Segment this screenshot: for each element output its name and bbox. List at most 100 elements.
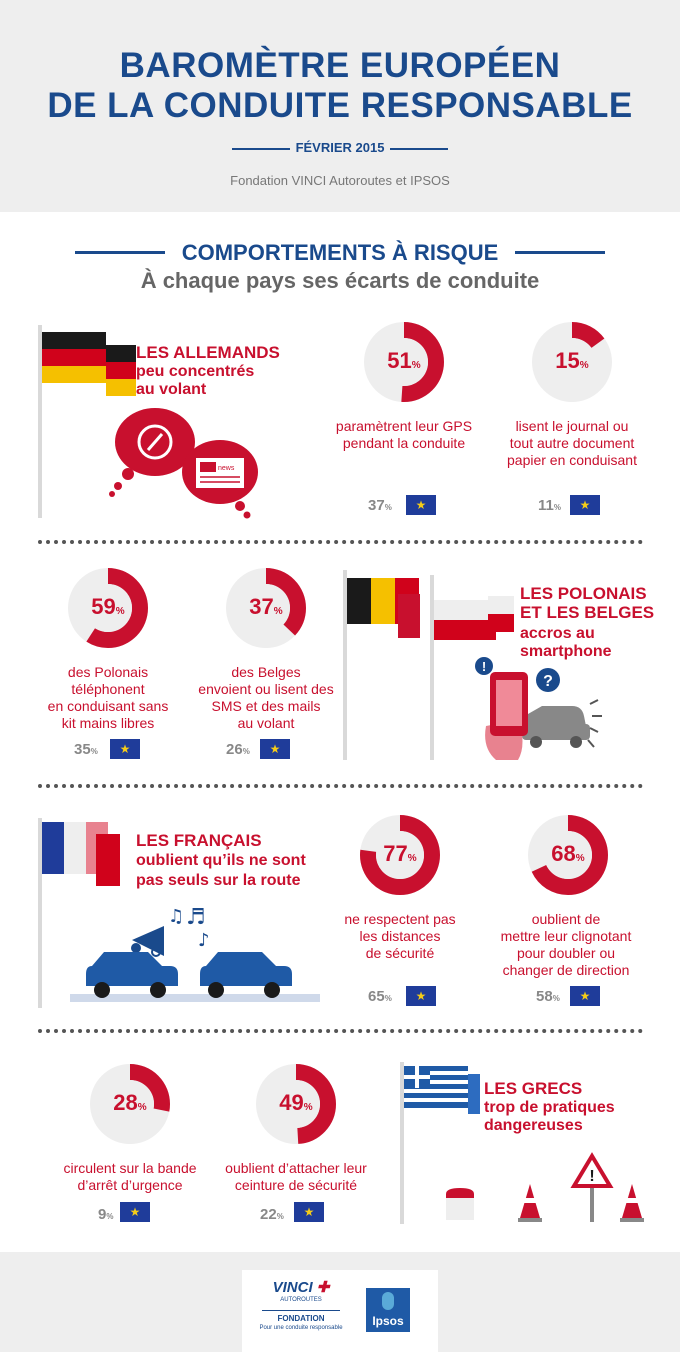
music-note-icon: ♫ — [168, 906, 184, 927]
eu-average: 58% — [536, 988, 560, 1005]
stat-percent: 51% — [387, 348, 421, 373]
ring-arc — [226, 568, 306, 648]
germany-sub2: au volant — [136, 381, 207, 398]
stat-description: oublient d’attacher leur ceinture de sécu… — [225, 1160, 367, 1193]
stat-description: lisent le journal ou tout autre document p… — [507, 418, 637, 468]
ring-center — [380, 338, 428, 386]
flag-pole — [38, 325, 42, 518]
section-divider — [38, 540, 643, 544]
svg-text:!: ! — [482, 659, 486, 674]
flag-pole — [430, 575, 434, 760]
ring-arc — [528, 815, 608, 895]
stat-ring: 59% — [68, 568, 148, 648]
eu-flag-icon: ★ — [570, 495, 600, 515]
france-flag-white — [64, 822, 86, 874]
germany-flag-black — [42, 332, 106, 349]
france-headline: LES FRANÇAIS — [136, 831, 262, 850]
title-line2: DE LA CONDUITE RESPONSABLE — [47, 86, 633, 125]
eu-average: 9% — [98, 1206, 114, 1223]
ring-arc — [90, 1064, 170, 1144]
eu-average: 37% — [368, 497, 392, 514]
flag-pole — [38, 818, 42, 1008]
header-background — [0, 0, 680, 212]
road-hazards-illustration: ! — [446, 1152, 644, 1222]
svg-text:?: ? — [543, 673, 553, 690]
greece-sub1: trop de pratiques — [484, 1099, 615, 1116]
stat-description: ne respectent pas les distances de sécurit… — [344, 911, 456, 961]
car-left-icon — [86, 952, 178, 986]
thought-bubble-illustration: news — [109, 408, 258, 519]
germany-flag-black-wave — [106, 345, 136, 362]
france-sub1: oublient qu’ils ne sont — [136, 852, 306, 869]
stat-percent: 15% — [555, 348, 589, 373]
section-left-rule — [75, 251, 165, 254]
ring-arc — [364, 322, 444, 402]
music-note-icon: ♬ — [186, 905, 206, 930]
eu-flag-icon: ★ — [406, 495, 436, 515]
ring-arc — [532, 322, 612, 402]
ring-arc — [256, 1064, 336, 1144]
eu-flag-icon: ★ — [110, 739, 140, 759]
germany-flag-red-wave — [106, 362, 136, 379]
title-line1: BAROMÈTRE EUROPÉEN — [119, 46, 561, 85]
eu-flag-icon: ★ — [260, 739, 290, 759]
eu-average: 26% — [226, 741, 250, 758]
stat-description: oublient de mettre leur clignotant pour do… — [500, 911, 632, 978]
ring-center — [272, 1080, 320, 1128]
germany-headline: LES ALLEMANDS — [136, 343, 280, 362]
publication-date: FÉVRIER 2015 — [295, 140, 385, 155]
stat-percent: 59% — [91, 594, 125, 619]
stat-description: paramètrent leur GPS pendant la conduite — [335, 418, 473, 451]
section-subtitle: À chaque pays ses écarts de conduite — [140, 268, 540, 293]
greece-headline: LES GRECS — [484, 1079, 583, 1098]
eu-average: 22% — [260, 1206, 284, 1223]
france-flag-blue — [42, 822, 64, 874]
germany-sub1: peu concentrés — [136, 363, 255, 380]
eu-average: 65% — [368, 988, 392, 1005]
stat-percent: 77% — [383, 841, 417, 866]
section-divider — [38, 784, 643, 788]
greece-sub2: dangereuses — [484, 1117, 583, 1134]
poland-flag-white-wave — [488, 596, 514, 614]
ipsos-logo: Ipsos — [366, 1288, 410, 1332]
eu-flag-icon: ★ — [406, 986, 436, 1006]
stat-percent: 28% — [113, 1090, 147, 1115]
svg-text:news: news — [218, 465, 235, 472]
ring-arc — [68, 568, 148, 648]
smartphone-illustration: ! ? — [475, 657, 602, 760]
compass-icon — [137, 424, 173, 460]
ring-chart — [90, 1064, 170, 1144]
poland-belgium-sub2: smartphone — [520, 643, 612, 660]
organization: Fondation VINCI Autoroutes et IPSOS — [230, 173, 450, 188]
poland-flag-red — [434, 620, 496, 640]
ring-center — [376, 831, 424, 879]
stat-ring: 28% — [90, 1064, 170, 1144]
ring-arc — [360, 815, 440, 895]
stat-ring: 77% — [360, 815, 440, 895]
poland-belgium-headline1: LES POLONAIS — [520, 584, 647, 603]
poland-flag-red-wave — [488, 614, 514, 632]
exclamation-icon — [475, 657, 493, 675]
poland-belgium-sub1: accros au — [520, 625, 595, 642]
eu-flag-icon: ★ — [120, 1202, 150, 1222]
eu-average: 11% — [538, 497, 561, 514]
stat-description: des Belges envoient ou lisent des SMS et d… — [198, 664, 334, 731]
ring-center — [242, 584, 290, 632]
section-right-rule — [515, 251, 605, 254]
flag-pole — [400, 1062, 404, 1224]
stat-ring: 68% — [528, 815, 608, 895]
question-icon — [536, 668, 560, 692]
ring-chart — [528, 815, 608, 895]
ring-center — [544, 831, 592, 879]
stat-ring: 49% — [256, 1064, 336, 1144]
car-right-icon — [200, 952, 292, 986]
ring-chart — [68, 568, 148, 648]
section-divider — [38, 1029, 643, 1033]
flag-pole — [343, 570, 347, 760]
greece-flag — [404, 1066, 480, 1114]
ring-chart — [256, 1064, 336, 1144]
germany-flag-red — [42, 349, 106, 366]
svg-text:!: ! — [589, 1168, 594, 1185]
road — [70, 994, 320, 1002]
stat-percent: 37% — [249, 594, 283, 619]
